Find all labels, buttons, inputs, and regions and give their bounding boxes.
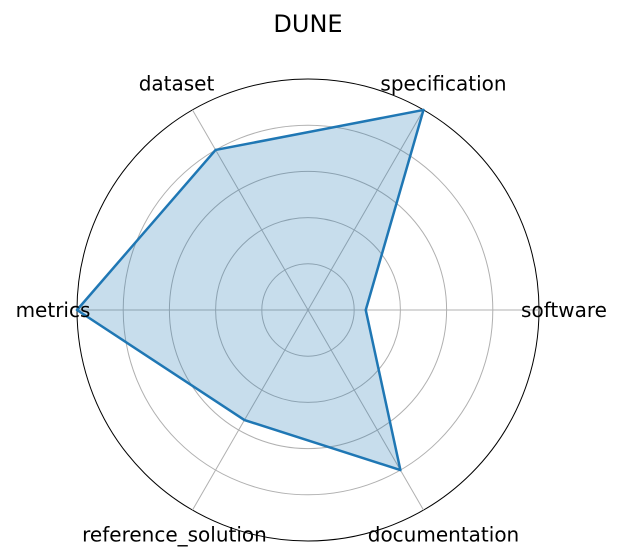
axis-label-dataset: dataset: [139, 72, 215, 96]
data-point-dataset: [214, 148, 217, 152]
grid-spoke-specification: [307, 109, 424, 311]
axis-label-reference-solution: reference_solution: [82, 522, 267, 546]
series-area: [77, 109, 424, 471]
data-point-metrics: [75, 308, 79, 312]
chart-title: DUNE: [273, 10, 342, 38]
axis-label-layer: software specification dataset metrics refer…: [16, 72, 607, 547]
grid-spoke-documentation: [307, 309, 424, 511]
grid-spoke-reference_solution: [192, 309, 309, 511]
data-point-reference_solution: [243, 418, 246, 422]
data-point-specification: [422, 108, 425, 112]
series-layer: [75, 108, 425, 472]
axis-label-specification: specification: [380, 72, 506, 96]
axis-label-documentation: documentation: [368, 522, 519, 546]
grid-spoke-dataset: [192, 109, 309, 311]
data-point-software: [364, 308, 367, 312]
axis-label-metrics: metrics: [16, 298, 91, 322]
data-point-documentation: [399, 468, 402, 472]
axis-label-software: software: [521, 298, 607, 322]
